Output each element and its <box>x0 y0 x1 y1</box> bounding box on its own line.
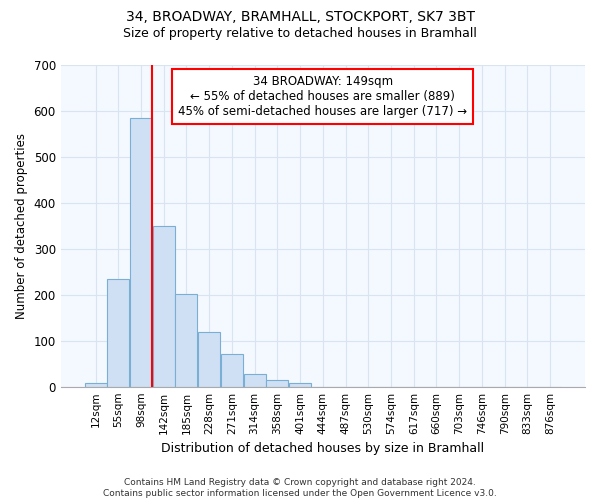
Text: Size of property relative to detached houses in Bramhall: Size of property relative to detached ho… <box>123 28 477 40</box>
Bar <box>266 380 289 386</box>
Y-axis label: Number of detached properties: Number of detached properties <box>15 133 28 319</box>
Text: Contains HM Land Registry data © Crown copyright and database right 2024.
Contai: Contains HM Land Registry data © Crown c… <box>103 478 497 498</box>
Bar <box>289 384 311 386</box>
Bar <box>152 226 175 386</box>
Bar <box>175 294 197 386</box>
Text: 34 BROADWAY: 149sqm
← 55% of detached houses are smaller (889)
45% of semi-detac: 34 BROADWAY: 149sqm ← 55% of detached ho… <box>178 74 467 118</box>
Bar <box>130 118 152 386</box>
Bar <box>221 354 243 386</box>
X-axis label: Distribution of detached houses by size in Bramhall: Distribution of detached houses by size … <box>161 442 484 455</box>
Bar <box>107 278 129 386</box>
Bar <box>85 383 107 386</box>
Bar <box>198 332 220 386</box>
Bar <box>244 374 266 386</box>
Text: 34, BROADWAY, BRAMHALL, STOCKPORT, SK7 3BT: 34, BROADWAY, BRAMHALL, STOCKPORT, SK7 3… <box>125 10 475 24</box>
